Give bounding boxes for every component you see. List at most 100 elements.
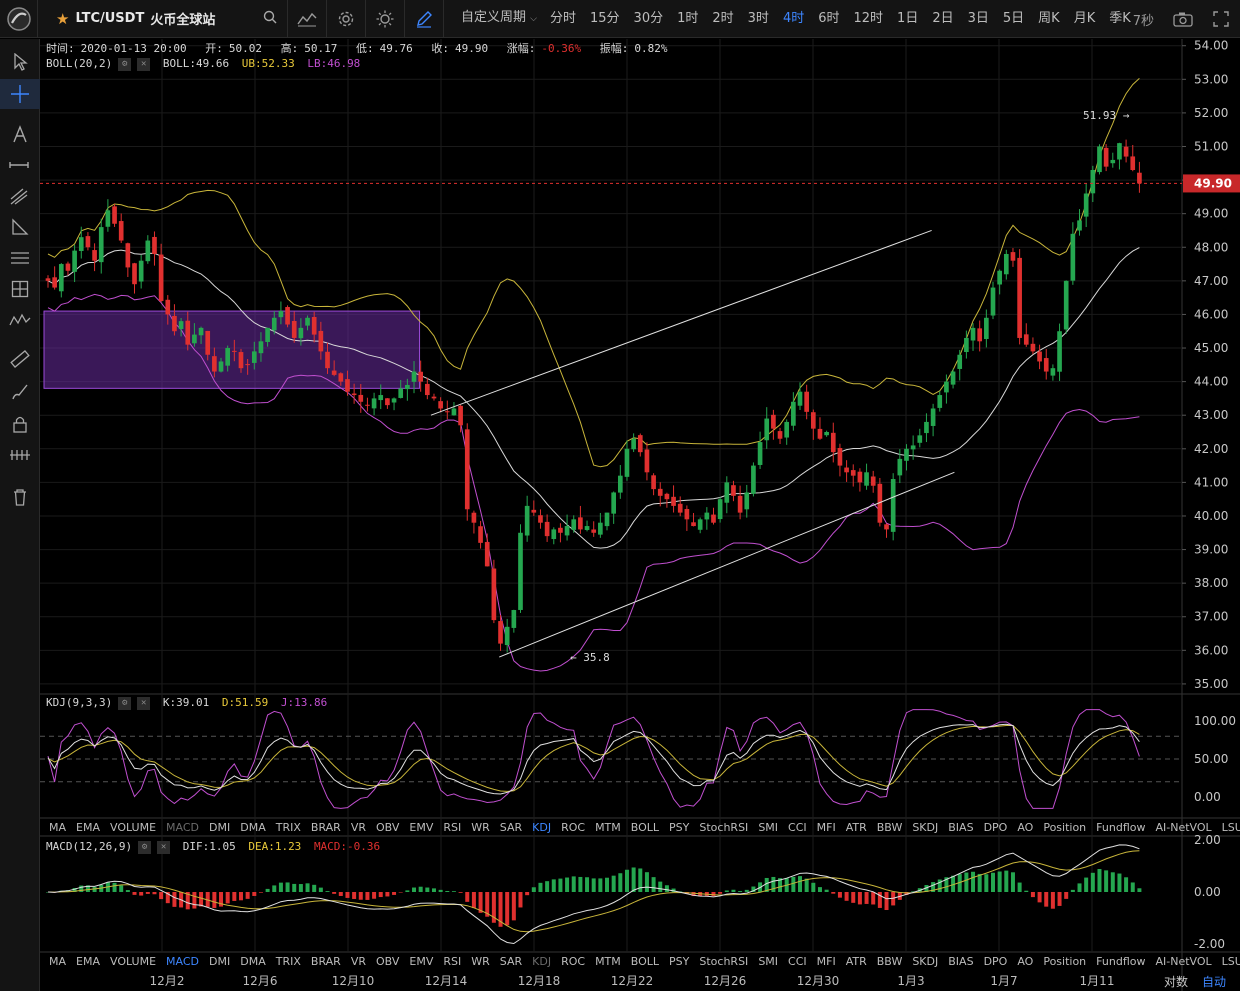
indicator-tab-trix[interactable]: TRIX — [275, 954, 301, 968]
grid-tool-icon[interactable] — [0, 274, 40, 304]
indicator-tab-dpo[interactable]: DPO — [983, 954, 1008, 968]
indicator-tab-sar[interactable]: SAR — [499, 820, 523, 834]
fullscreen-icon[interactable] — [1202, 0, 1240, 38]
period-tab[interactable]: 30分 — [633, 10, 664, 26]
trash-icon[interactable] — [0, 482, 40, 512]
period-tab[interactable]: 2日 — [932, 10, 954, 26]
horizontal-line-icon[interactable] — [0, 150, 40, 180]
period-tab[interactable]: 3日 — [967, 10, 989, 26]
indicator-tab-sar[interactable]: SAR — [499, 954, 523, 968]
indicator-tab-ao[interactable]: AO — [1017, 954, 1034, 968]
indicator-tab-dmi[interactable]: DMI — [209, 820, 231, 834]
period-tab[interactable]: 3时 — [747, 10, 769, 26]
indicator-tab-dma[interactable]: DMA — [240, 954, 266, 968]
period-tab-active[interactable]: 4时 — [782, 10, 805, 26]
indicator-tab-dpo[interactable]: DPO — [983, 820, 1008, 834]
indicator-tab-lsur[interactable]: LSUR — [1221, 954, 1240, 968]
indicator-tab-mfi[interactable]: MFI — [816, 954, 836, 968]
indicator-tab-smi[interactable]: SMI — [758, 954, 779, 968]
indicator-tab-kdj[interactable]: KDJ — [532, 954, 552, 968]
indicator-tab-macd[interactable]: MACD — [166, 820, 200, 834]
indicator-tab-kdj[interactable]: KDJ — [532, 820, 552, 834]
indicator-tab-mfi[interactable]: MFI — [816, 820, 836, 834]
settings-gear-icon[interactable]: ⚙ — [118, 696, 132, 710]
indicator-tab-atr[interactable]: ATR — [845, 820, 867, 834]
custom-period-dropdown[interactable]: 自定义周期 ⌵ — [461, 10, 537, 25]
brush-icon[interactable] — [0, 377, 40, 407]
close-icon[interactable]: ✕ — [137, 696, 151, 710]
indicator-tab-cci[interactable]: CCI — [788, 820, 807, 834]
text-tool-icon[interactable] — [0, 119, 40, 149]
indicator-tab-macd[interactable]: MACD — [166, 954, 200, 968]
close-icon[interactable]: ✕ — [157, 840, 171, 854]
search-icon[interactable] — [263, 10, 277, 28]
indicator-tab-bias[interactable]: BIAS — [948, 954, 974, 968]
chart-canvas[interactable]: 12月2 12月6 12月10 12月14 12月18 12月22 12月26 12月30 1月… — [40, 39, 1240, 991]
indicator-tab-bbw[interactable]: BBW — [876, 954, 903, 968]
indicator-tab-skdj[interactable]: SKDJ — [912, 820, 939, 834]
indicator-tab-emv[interactable]: EMV — [409, 820, 434, 834]
period-tab[interactable]: 季K — [1109, 10, 1131, 26]
auto-scale-toggle[interactable]: 自动 — [1201, 974, 1226, 989]
indicator-tab-ma[interactable]: MA — [49, 820, 67, 834]
indicator-tab-wr[interactable]: WR — [471, 820, 490, 834]
indicator-tab-lsur[interactable]: LSUR — [1221, 820, 1240, 834]
indicator-tab-bias[interactable]: BIAS — [948, 820, 974, 834]
indicator-tab-roc[interactable]: ROC — [561, 954, 586, 968]
period-tab[interactable]: 2时 — [712, 10, 734, 26]
indicator-tab-psy[interactable]: PSY — [669, 820, 690, 834]
period-tab[interactable]: 1日 — [897, 10, 919, 26]
crosshair-icon[interactable] — [0, 79, 40, 109]
period-tab[interactable]: 6时 — [818, 10, 840, 26]
indicator-tab-bbw[interactable]: BBW — [876, 820, 903, 834]
close-icon[interactable]: ✕ — [137, 57, 151, 71]
indicator-tab-ai-netvol[interactable]: AI-NetVOL — [1155, 954, 1212, 968]
indicator-tab-psy[interactable]: PSY — [669, 954, 690, 968]
log-scale-toggle[interactable]: 对数 — [1163, 974, 1188, 989]
indicator-tab-vr[interactable]: VR — [350, 820, 366, 834]
symbol-selector[interactable]: ★ LTC/USDT 火币全球站 — [38, 0, 288, 38]
indicator-tab-volume[interactable]: VOLUME — [109, 954, 157, 968]
indicator-tab-volume[interactable]: VOLUME — [109, 820, 157, 834]
indicator-tab-boll[interactable]: BOLL — [630, 954, 660, 968]
period-tab[interactable]: 15分 — [590, 10, 620, 26]
draw-pen-icon[interactable] — [405, 0, 443, 38]
settings-gear-icon[interactable] — [327, 0, 365, 38]
settings-gear-icon[interactable]: ⚙ — [118, 57, 132, 71]
period-tab[interactable]: 月K — [1073, 10, 1096, 26]
indicator-tab-brar[interactable]: BRAR — [310, 954, 341, 968]
indicator-tab-rsi[interactable]: RSI — [443, 820, 462, 834]
indicator-tab-wr[interactable]: WR — [471, 954, 490, 968]
indicator-tab-rsi[interactable]: RSI — [443, 954, 462, 968]
wave-pattern-icon[interactable] — [0, 305, 40, 335]
indicator-tab-ao[interactable]: AO — [1017, 820, 1034, 834]
settings-gear-icon[interactable]: ⚙ — [138, 840, 152, 854]
indicator-tab-obv[interactable]: OBV — [376, 820, 400, 834]
indicator-tab-stochrsi[interactable]: StochRSI — [699, 954, 749, 968]
indicator-tab-roc[interactable]: ROC — [561, 820, 586, 834]
indicator-tab-vr[interactable]: VR — [350, 954, 366, 968]
parallel-channel-icon[interactable] — [0, 181, 40, 211]
indicator-tab-trix[interactable]: TRIX — [275, 820, 301, 834]
triangle-ruler-icon[interactable] — [0, 212, 40, 242]
period-tab[interactable]: 周K — [1038, 10, 1060, 26]
indicator-tab-mtm[interactable]: MTM — [595, 820, 621, 834]
indicator-tab-dmi[interactable]: DMI — [209, 954, 231, 968]
indicator-tab-ema[interactable]: EMA — [76, 954, 100, 968]
period-tab[interactable]: 5日 — [1002, 10, 1025, 26]
indicator-tab-fundflow[interactable]: Fundflow — [1096, 820, 1146, 834]
theme-sun-icon[interactable] — [366, 0, 404, 38]
lock-icon[interactable] — [0, 409, 40, 439]
eye-visibility-icon[interactable] — [0, 440, 40, 470]
indicator-tab-boll[interactable]: BOLL — [630, 820, 660, 834]
indicator-tab-brar[interactable]: BRAR — [310, 820, 341, 834]
indicator-tab-position[interactable]: Position — [1043, 820, 1087, 834]
indicator-tab-obv[interactable]: OBV — [376, 954, 400, 968]
indicator-tab-dma[interactable]: DMA — [240, 820, 266, 834]
period-tab[interactable]: 1时 — [677, 10, 699, 26]
indicator-tab-fundflow[interactable]: Fundflow — [1096, 954, 1146, 968]
indicator-tab-mtm[interactable]: MTM — [595, 954, 621, 968]
favorite-star-icon[interactable]: ★ — [56, 9, 70, 28]
indicator-tab-smi[interactable]: SMI — [758, 820, 779, 834]
indicator-tab-ai-netvol[interactable]: AI-NetVOL — [1155, 820, 1212, 834]
